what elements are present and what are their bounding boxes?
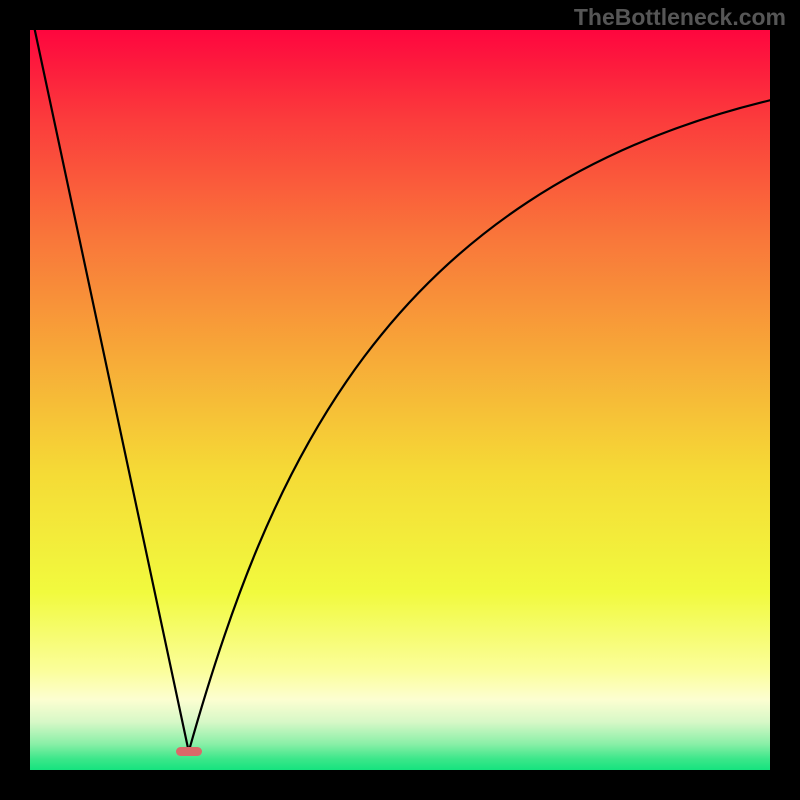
minimum-marker: [176, 747, 202, 757]
bottleneck-curve: [35, 30, 770, 752]
plot-area: [30, 30, 770, 770]
chart-frame: TheBottleneck.com: [0, 0, 800, 800]
watermark-label: TheBottleneck.com: [574, 4, 786, 31]
curve-layer: [30, 30, 770, 770]
